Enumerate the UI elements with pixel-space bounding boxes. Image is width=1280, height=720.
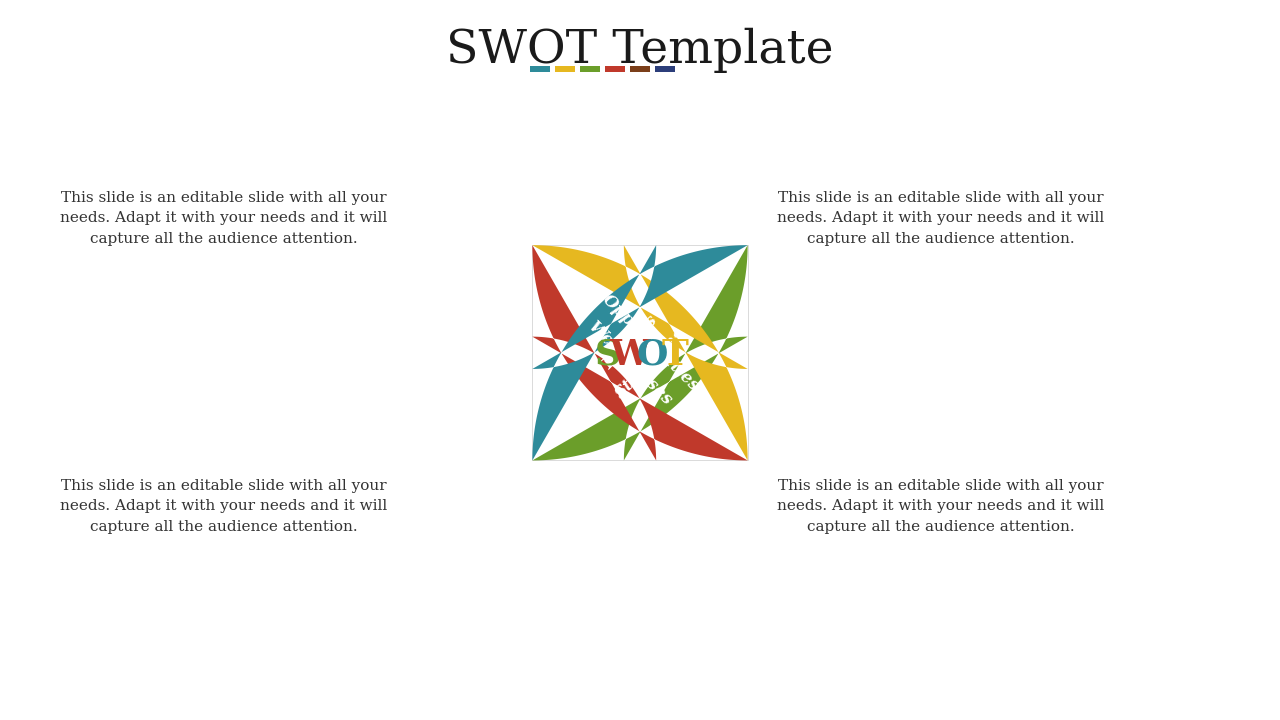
Polygon shape [532, 246, 748, 460]
FancyBboxPatch shape [530, 66, 550, 72]
FancyBboxPatch shape [630, 66, 650, 72]
FancyBboxPatch shape [655, 66, 675, 72]
Text: This slide is an editable slide with all your
needs. Adapt it with your needs an: This slide is an editable slide with all… [777, 479, 1105, 534]
FancyBboxPatch shape [580, 66, 600, 72]
Text: Threats: Threats [598, 311, 660, 374]
Text: Strengths: Strengths [612, 325, 689, 402]
Text: Opportunities: Opportunities [599, 291, 703, 395]
Text: This slide is an editable slide with all your
needs. Adapt it with your needs an: This slide is an editable slide with all… [777, 191, 1105, 246]
Text: Weaknesses: Weaknesses [584, 318, 675, 409]
Text: W: W [609, 338, 650, 372]
Text: SWOT Template: SWOT Template [447, 27, 833, 73]
Text: T: T [662, 338, 689, 372]
Text: S: S [594, 338, 621, 372]
Text: This slide is an editable slide with all your
needs. Adapt it with your needs an: This slide is an editable slide with all… [60, 191, 388, 246]
Polygon shape [532, 246, 748, 460]
Polygon shape [532, 246, 748, 460]
Polygon shape [532, 246, 748, 460]
Text: This slide is an editable slide with all your
needs. Adapt it with your needs an: This slide is an editable slide with all… [60, 479, 388, 534]
FancyBboxPatch shape [605, 66, 625, 72]
FancyBboxPatch shape [556, 66, 575, 72]
Text: O: O [636, 338, 668, 372]
